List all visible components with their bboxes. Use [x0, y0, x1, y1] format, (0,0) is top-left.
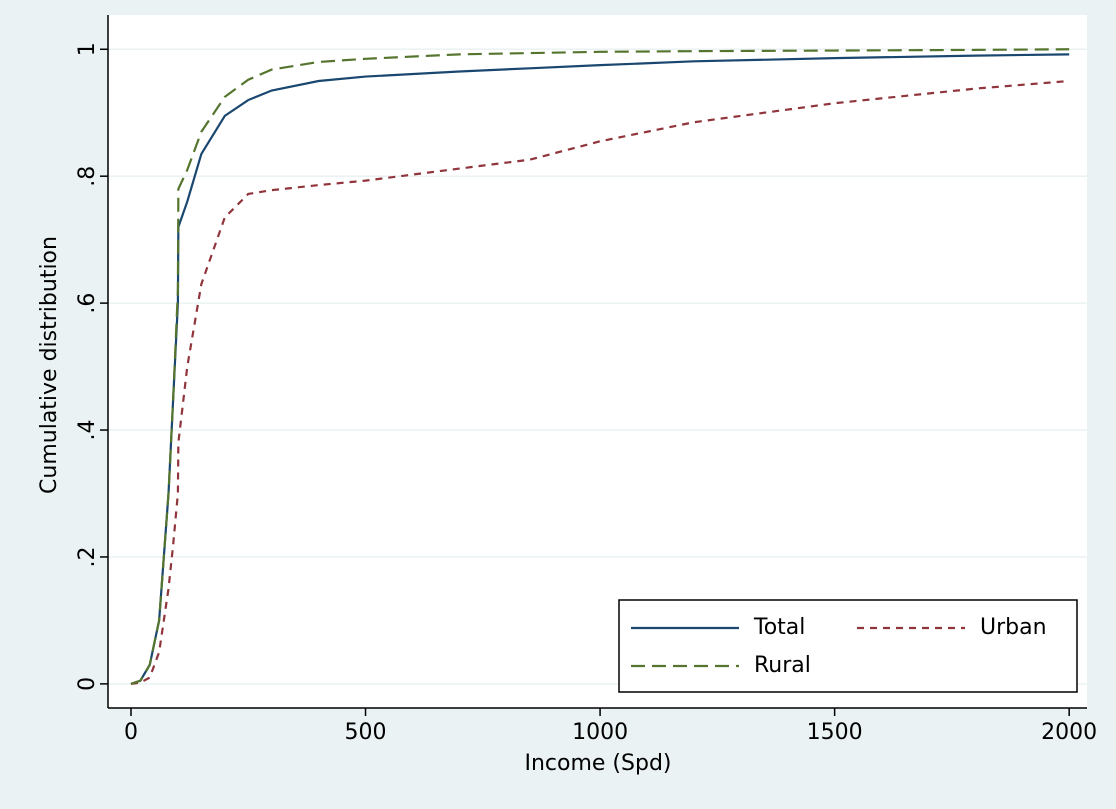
series-line	[130, 79, 1070, 685]
plot-area	[108, 15, 1087, 708]
legend-box	[618, 599, 1078, 693]
legend-label: Total	[753, 615, 805, 640]
series-line	[130, 48, 1070, 685]
x-tick-label: 0	[124, 720, 138, 745]
x-tick-label: 500	[345, 720, 387, 745]
x-axis-title: Income (Spd)	[524, 751, 671, 776]
y-tick-label: .2	[75, 546, 100, 567]
y-tick-label: 1	[75, 42, 100, 56]
y-tick-label: .8	[75, 166, 100, 187]
legend-label: Rural	[754, 653, 811, 678]
x-tick-label: 2000	[1041, 720, 1097, 745]
x-tick-label: 1500	[807, 720, 863, 745]
y-tick-label: .4	[75, 420, 100, 441]
y-tick-label: 0	[75, 677, 100, 691]
y-tick-label: .6	[75, 293, 100, 314]
x-tick-label: 1000	[572, 720, 628, 745]
legend-label: Urban	[980, 615, 1047, 640]
y-axis-title: Cumulative distribution	[37, 236, 62, 494]
